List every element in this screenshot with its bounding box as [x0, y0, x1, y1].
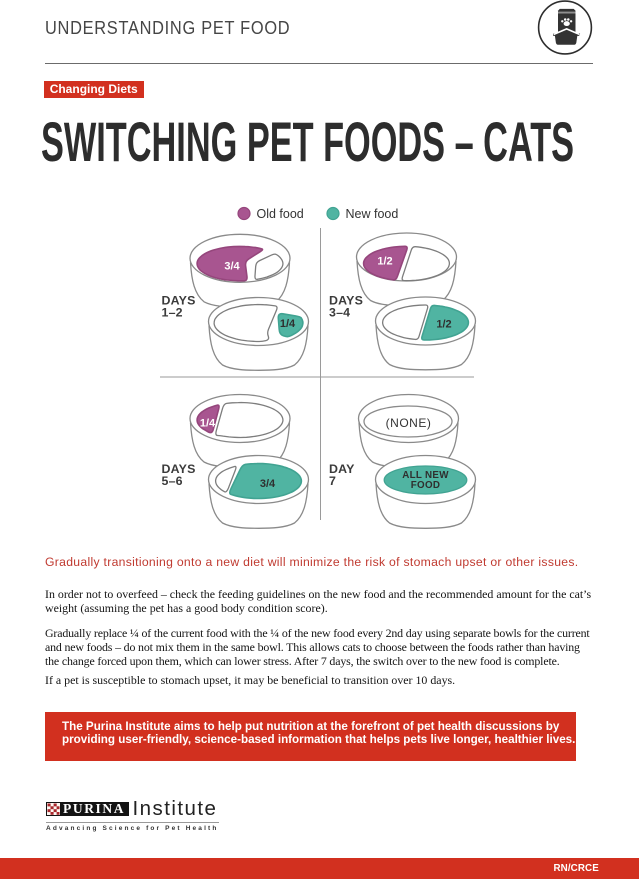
svg-text:New food: New food [346, 207, 399, 221]
svg-text:3/4: 3/4 [260, 478, 276, 490]
svg-text:Old food: Old food [257, 207, 304, 221]
svg-text:1/4: 1/4 [200, 418, 216, 430]
svg-text:1/2: 1/2 [436, 319, 451, 331]
svg-text:1/4: 1/4 [280, 318, 296, 330]
svg-text:3/4: 3/4 [224, 260, 240, 272]
svg-text:(NONE): (NONE) [386, 416, 432, 430]
svg-text:1/2: 1/2 [377, 256, 392, 268]
